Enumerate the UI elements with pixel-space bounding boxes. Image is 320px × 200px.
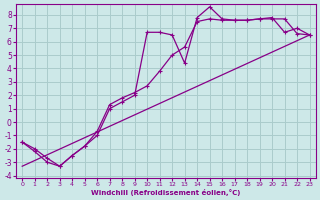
X-axis label: Windchill (Refroidissement éolien,°C): Windchill (Refroidissement éolien,°C) [91, 189, 241, 196]
